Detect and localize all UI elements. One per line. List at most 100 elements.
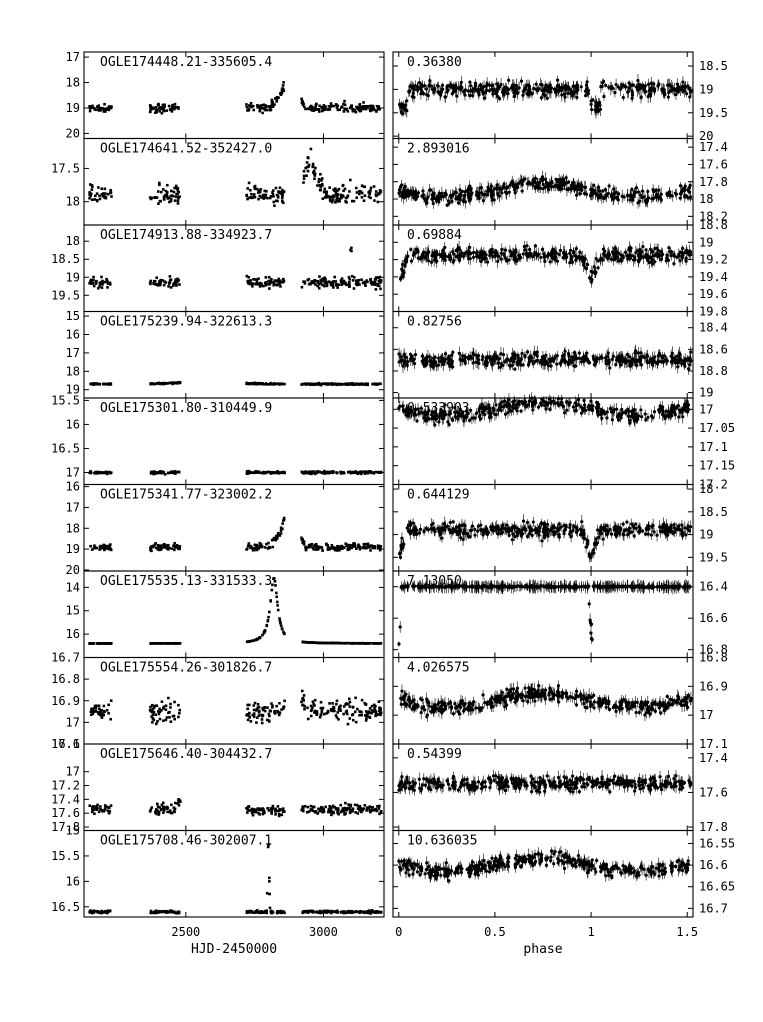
- data-point: [162, 188, 165, 191]
- data-point: [279, 191, 282, 194]
- data-point: [544, 186, 547, 189]
- data-point: [365, 471, 368, 474]
- data-point: [546, 182, 549, 185]
- data-point: [375, 110, 378, 113]
- data-point: [359, 107, 362, 110]
- data-point: [172, 284, 175, 287]
- left-points: [88, 81, 381, 115]
- data-point: [336, 286, 339, 289]
- data-point: [254, 283, 257, 286]
- data-point: [310, 109, 313, 112]
- data-point: [488, 83, 491, 86]
- data-point: [359, 103, 362, 106]
- data-point: [642, 84, 645, 87]
- data-point: [157, 190, 160, 193]
- data-point: [109, 191, 112, 194]
- data-point: [377, 201, 380, 204]
- data-point: [474, 82, 477, 85]
- data-point: [637, 351, 640, 354]
- data-point: [468, 246, 471, 249]
- data-point: [495, 251, 498, 254]
- data-point: [485, 85, 488, 88]
- data-point: [300, 98, 303, 101]
- data-point: [271, 99, 274, 102]
- data-point: [313, 281, 316, 284]
- data-point: [275, 187, 278, 190]
- data-point: [425, 202, 428, 205]
- data-point: [374, 278, 377, 281]
- data-point: [637, 260, 640, 263]
- data-point: [658, 253, 661, 256]
- data-point: [417, 256, 420, 259]
- data-point: [175, 281, 178, 284]
- data-point: [175, 283, 178, 286]
- data-point: [547, 85, 550, 88]
- data-point: [330, 283, 333, 286]
- data-point: [91, 188, 94, 191]
- data-point: [675, 87, 678, 90]
- data-point: [521, 363, 524, 366]
- data-point: [423, 364, 426, 367]
- data-point: [338, 188, 341, 191]
- data-point: [532, 87, 535, 90]
- data-point: [316, 280, 319, 283]
- data-point: [556, 354, 559, 357]
- data-point: [322, 109, 325, 112]
- data-point: [326, 282, 329, 285]
- data-point: [423, 84, 426, 87]
- data-point: [157, 103, 160, 106]
- data-point: [608, 184, 611, 187]
- data-point: [272, 195, 275, 198]
- data-point: [170, 190, 173, 193]
- data-point: [549, 90, 552, 93]
- data-point: [504, 359, 507, 362]
- data-point: [94, 471, 97, 474]
- data-point: [575, 247, 578, 250]
- data-point: [526, 182, 529, 185]
- data-point: [491, 92, 494, 95]
- data-point: [356, 472, 359, 475]
- y-tick-label-left: 20: [66, 126, 80, 140]
- y-tick-label-right: 19: [699, 386, 713, 400]
- data-point: [350, 104, 353, 107]
- data-point: [253, 186, 256, 189]
- data-point: [327, 108, 330, 111]
- data-point: [246, 109, 249, 112]
- data-point: [585, 352, 588, 355]
- data-point: [323, 382, 326, 385]
- data-point: [414, 198, 417, 201]
- data-point: [636, 201, 639, 204]
- data-point: [426, 355, 429, 358]
- data-point: [348, 281, 351, 284]
- data-point: [374, 471, 377, 474]
- data-point: [155, 283, 158, 286]
- data-point: [660, 250, 663, 253]
- data-point: [321, 284, 324, 287]
- data-point: [179, 381, 182, 384]
- data-point: [660, 198, 663, 201]
- data-point: [451, 351, 454, 354]
- y-tick-label-right: 19.8: [699, 305, 728, 319]
- y-tick-label-right: 18.5: [699, 59, 728, 73]
- data-point: [363, 185, 366, 188]
- data-point: [481, 355, 484, 358]
- data-point: [264, 282, 267, 285]
- data-point: [639, 358, 642, 361]
- data-point: [523, 88, 526, 91]
- data-point: [540, 96, 543, 99]
- data-point: [637, 191, 640, 194]
- data-point: [544, 363, 547, 366]
- data-point: [98, 109, 101, 112]
- data-point: [174, 103, 177, 106]
- data-point: [550, 256, 553, 259]
- data-point: [513, 254, 516, 257]
- data-point: [502, 185, 505, 188]
- data-point: [154, 111, 157, 114]
- data-point: [164, 473, 167, 476]
- data-point: [553, 255, 556, 258]
- data-point: [265, 190, 268, 193]
- data-point: [570, 257, 573, 260]
- data-point: [155, 382, 158, 385]
- left-points: [88, 148, 382, 207]
